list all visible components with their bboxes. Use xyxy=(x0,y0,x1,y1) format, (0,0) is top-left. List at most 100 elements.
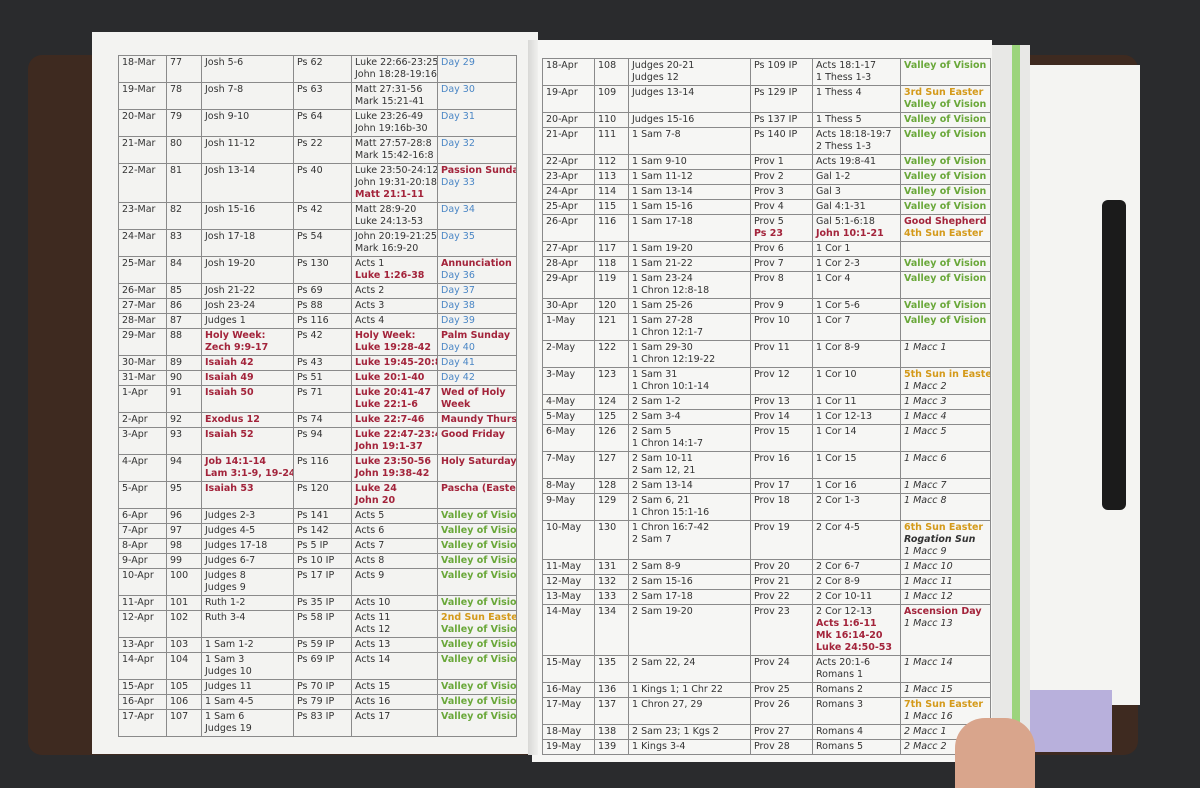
table-cell: Prov 12 xyxy=(750,367,813,395)
cell-text: Luke 1:26-38 xyxy=(355,270,425,281)
table-cell: Judges 2-3 xyxy=(201,508,294,524)
cell-text: Judges 20-21 xyxy=(632,60,695,71)
cell-text: Luke 19:45-20:8 xyxy=(355,357,438,368)
table-row: 1-Apr 91 Isaiah 50 Ps 71 Luke 20:41-47 Luke 2… xyxy=(118,385,517,413)
table-cell: Judges 6-7 xyxy=(201,553,294,569)
cell-text: 83 xyxy=(170,231,183,242)
cell-text: Acts 10 xyxy=(355,597,391,608)
cell-text: Wed of Holy xyxy=(441,387,506,398)
cell-text: 19-Mar xyxy=(122,84,156,95)
table-row: 18-Apr 108 Judges 20-21 Judges 12 Ps 109 IP A… xyxy=(542,58,991,86)
table-cell: 2 Cor 10-11 xyxy=(812,589,901,605)
table-cell: Day 34 xyxy=(437,202,517,230)
table-cell: 28-Mar xyxy=(118,313,167,329)
cell-text: 12-Apr xyxy=(122,612,154,623)
table-cell: Josh 11-12 xyxy=(201,136,294,164)
table-cell: Ps 63 xyxy=(293,82,352,110)
table-cell: Prov 21 xyxy=(750,574,813,590)
cell-text: 5-May xyxy=(546,411,576,422)
cell-text: 115 xyxy=(598,201,617,212)
table-cell: Day 31 xyxy=(437,109,517,137)
cell-text: Day 31 xyxy=(441,111,475,122)
table-row: 9-May 129 2 Sam 6, 21 1 Chron 15:1-16 Prov 1… xyxy=(542,493,991,521)
table-cell: 137 xyxy=(594,697,629,725)
cell-text: Prov 6 xyxy=(754,243,784,254)
table-row: 14-Apr 104 1 Sam 3 Judges 10 Ps 69 IP Acts 14… xyxy=(118,652,517,680)
table-cell: Luke 24 John 20 xyxy=(351,481,438,509)
cell-text: 28-Apr xyxy=(546,258,578,269)
cell-text: 16-Apr xyxy=(122,696,154,707)
table-cell: 22-Apr xyxy=(542,154,595,170)
table-cell: 107 xyxy=(166,709,202,737)
cell-text: Week xyxy=(441,399,471,410)
cell-text: 24-Mar xyxy=(122,231,156,242)
table-cell: 30-Mar xyxy=(118,355,167,371)
cell-text: 107 xyxy=(170,711,189,722)
cell-text: 81 xyxy=(170,165,183,176)
cell-text: John 20:19-21:25 xyxy=(355,231,437,242)
table-cell: 89 xyxy=(166,355,202,371)
cell-text: Good Shepherd xyxy=(904,216,987,227)
table-cell: Matt 28:9-20 Luke 24:13-53 xyxy=(351,202,438,230)
cell-text: Maundy Thurs xyxy=(441,414,517,425)
cell-text: Acts 15 xyxy=(355,681,391,692)
cell-text: 130 xyxy=(598,522,617,533)
cell-text: 1 Sam 4-5 xyxy=(205,696,254,707)
cell-text: 102 xyxy=(170,612,189,623)
cell-text: 12-May xyxy=(546,576,582,587)
table-cell: 1 Macc 3 xyxy=(900,394,991,410)
cell-text: 99 xyxy=(170,555,183,566)
table-cell: 1 Thess 4 xyxy=(812,85,901,113)
table-cell: 1 Sam 13-14 xyxy=(628,184,751,200)
cell-text: 98 xyxy=(170,540,183,551)
cell-text: 1 Cor 8-9 xyxy=(816,342,860,353)
table-cell: Acts 11 Acts 12 xyxy=(351,610,438,638)
table-cell: Ps 64 xyxy=(293,109,352,137)
cell-text: 1 Thess 4 xyxy=(816,87,862,98)
cell-text: 92 xyxy=(170,414,183,425)
cell-text: Day 36 xyxy=(441,270,475,281)
cell-text: Prov 18 xyxy=(754,495,790,506)
cell-text: 20-Apr xyxy=(546,114,578,125)
table-cell: 14-May xyxy=(542,604,595,656)
table-cell: 10-May xyxy=(542,520,595,560)
cell-text: Day 39 xyxy=(441,315,475,326)
cell-text: Romans 5 xyxy=(816,741,864,752)
cell-text: Luke 23:26-49 xyxy=(355,111,424,122)
table-cell: 2-Apr xyxy=(118,412,167,428)
table-cell: Luke 22:7-46 xyxy=(351,412,438,428)
table-cell: Prov 10 xyxy=(750,313,813,341)
table-cell: Prov 15 xyxy=(750,424,813,452)
table-row: 21-Mar 80 Josh 11-12 Ps 22 Matt 27:57-28:8 Ma… xyxy=(118,136,517,164)
table-cell: Valley of Vision xyxy=(900,154,991,170)
table-cell: Valley of Vision xyxy=(437,508,517,524)
cell-text: Prov 3 xyxy=(754,186,784,197)
table-cell: 1 Sam 29-30 1 Chron 12:19-22 xyxy=(628,340,751,368)
table-cell: 2-May xyxy=(542,340,595,368)
table-cell: Valley of Vision xyxy=(437,652,517,680)
table-cell: Prov 16 xyxy=(750,451,813,479)
table-cell: 1 Sam 25-26 xyxy=(628,298,751,314)
table-cell: Acts 15 xyxy=(351,679,438,695)
table-cell: Josh 7-8 xyxy=(201,82,294,110)
table-cell: Josh 13-14 xyxy=(201,163,294,203)
table-cell: Ps 69 IP xyxy=(293,652,352,680)
table-cell: Good Friday xyxy=(437,427,517,455)
table-cell: 1 Cor 2-3 xyxy=(812,256,901,272)
table-cell: 29-Mar xyxy=(118,328,167,356)
cell-text: 30-Mar xyxy=(122,357,156,368)
table-cell: Acts 18:1-17 1 Thess 1-3 xyxy=(812,58,901,86)
table-cell: 132 xyxy=(594,574,629,590)
cell-text: Prov 22 xyxy=(754,591,790,602)
cell-text: 84 xyxy=(170,258,183,269)
table-row: 29-Mar 88 Holy Week: Zech 9:9-17 Ps 42 Holy W… xyxy=(118,328,517,356)
cell-text: Holy Saturday xyxy=(441,456,517,467)
cell-text: Valley of Vision xyxy=(441,681,517,692)
table-cell: 122 xyxy=(594,340,629,368)
cell-text: 30-Apr xyxy=(546,300,578,311)
table-row: 12-Apr 102 Ruth 3-4 Ps 58 IP Acts 11 Acts 12 2… xyxy=(118,610,517,638)
table-cell: Acts 3 xyxy=(351,298,438,314)
table-cell: Valley of Vision xyxy=(900,256,991,272)
table-cell: Acts 9 xyxy=(351,568,438,596)
table-row: 21-Apr 111 1 Sam 7-8 Ps 140 IP Acts 18:18-19… xyxy=(542,127,991,155)
